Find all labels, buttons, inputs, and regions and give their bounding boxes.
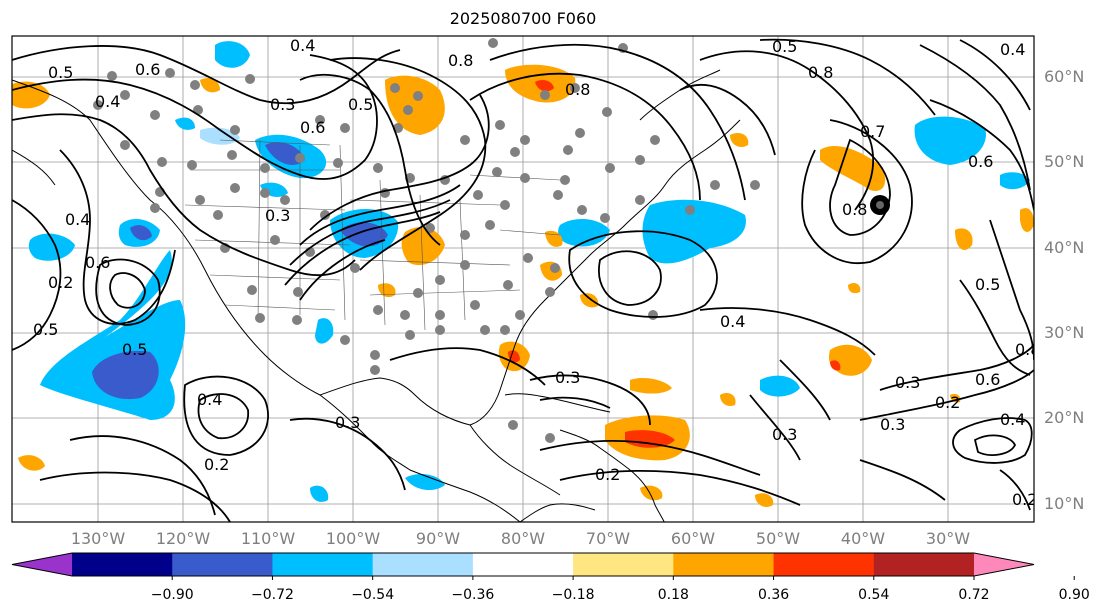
contour-label: 0.6 xyxy=(300,118,325,137)
lat-label: 40°N xyxy=(1044,238,1085,257)
map-frame xyxy=(11,35,1035,523)
lon-label: 130°W xyxy=(70,529,126,548)
lat-label: 60°N xyxy=(1044,67,1085,86)
lon-label: 80°W xyxy=(500,529,546,548)
lon-label: 100°W xyxy=(325,529,381,548)
contour-label: 0.3 xyxy=(880,415,905,434)
colorbar-tick-label: 0.90 xyxy=(1058,587,1090,603)
contour-label: 0.4 xyxy=(1000,410,1025,429)
contour-label: 0.3 xyxy=(895,373,920,392)
contour-label: 0.5 xyxy=(772,37,797,56)
lat-label: 30°N xyxy=(1044,323,1085,342)
contour-label: 0.8 xyxy=(842,200,867,219)
lon-label: 60°W xyxy=(670,529,716,548)
colorbar-tick-label: 0.18 xyxy=(657,587,689,603)
lon-label: 40°W xyxy=(840,529,886,548)
contour-label: 0.6 xyxy=(968,152,993,171)
contour-label: 0.5 xyxy=(48,63,73,82)
colorbar-tick-label: −0.90 xyxy=(150,587,194,603)
contour-label: 0.7 xyxy=(860,122,885,141)
lon-label: 70°W xyxy=(585,529,631,548)
contour-label: 0.5 xyxy=(33,320,58,339)
contour-label: 0.4 xyxy=(1000,40,1025,59)
contour-label: 0.4 xyxy=(197,390,222,409)
lon-label: 50°W xyxy=(755,529,801,548)
contour-label: 0.2 xyxy=(935,393,960,412)
contour-label-group: 0.4 0.8 0.5 0.6 0.4 0.3 0.5 0.6 0.8 0.5 … xyxy=(33,36,1040,509)
contour-label: 0.2 xyxy=(1012,490,1037,509)
correlation-map: 0.4 0.8 0.5 0.6 0.4 0.3 0.5 0.6 0.8 0.5 … xyxy=(11,35,1040,523)
lat-label: 50°N xyxy=(1044,152,1085,171)
lon-label: 110°W xyxy=(240,529,296,548)
contour-label: 0.3 xyxy=(265,206,290,225)
contour-label: 0.5 xyxy=(975,275,1000,294)
map-title: 2025080700 F060 xyxy=(449,9,597,28)
contour-label: 0.3 xyxy=(335,413,360,432)
contour-label: 0.6 xyxy=(85,253,110,272)
lat-label: 20°N xyxy=(1044,408,1085,427)
contour-label: 0.8 xyxy=(448,51,473,70)
colorbar-tick-label: 0.72 xyxy=(958,587,990,603)
contour-label: 0.8 xyxy=(808,63,833,82)
contour-label: 0.2 xyxy=(48,273,73,292)
contour-label: 0.4 xyxy=(65,210,90,229)
contour-label: 0.8 xyxy=(1015,340,1040,359)
lon-label: 90°W xyxy=(415,529,461,548)
contour-label: 0.6 xyxy=(135,60,160,79)
contour-label: 0.2 xyxy=(204,455,229,474)
contour-label: 0.8 xyxy=(565,80,590,99)
contour-label: 0.3 xyxy=(555,368,580,387)
correlation-contours xyxy=(12,38,1034,522)
negative-shading xyxy=(28,41,1034,502)
contour-label: 0.3 xyxy=(270,95,295,114)
positive-shading xyxy=(12,64,973,507)
contour-label: 0.4 xyxy=(290,36,315,55)
colorbar-tick-label: −0.36 xyxy=(451,587,495,603)
lon-label: 120°W xyxy=(155,529,211,548)
contour-label: 0.4 xyxy=(720,312,745,331)
marker-point xyxy=(870,195,890,215)
contour-label: 0.3 xyxy=(772,425,797,444)
contour-label: 0.5 xyxy=(348,95,373,114)
lon-label: 30°W xyxy=(925,529,971,548)
lat-label: 10°N xyxy=(1044,494,1085,513)
contour-label: 0.2 xyxy=(595,465,620,484)
contour-label: 0.6 xyxy=(975,370,1000,389)
colorbar-tick-label: −0.72 xyxy=(250,587,294,603)
colorbar-tick-label: −0.18 xyxy=(551,587,595,603)
colorbar-tick-label: 0.36 xyxy=(757,587,790,603)
colorbar-tick-label: 0.54 xyxy=(858,587,890,603)
contour-label: 0.4 xyxy=(95,92,120,111)
colorbar-tick-label: −0.54 xyxy=(351,587,395,603)
contour-label: 0.5 xyxy=(122,340,147,359)
